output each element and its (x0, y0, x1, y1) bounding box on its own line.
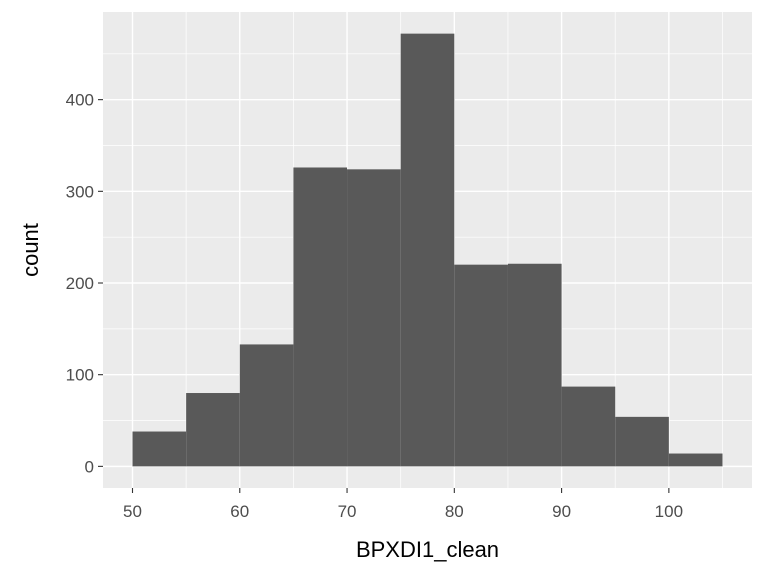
histogram-bar (132, 431, 187, 467)
x-axis-title: BPXDI1_clean (356, 537, 499, 562)
axis-tick-labels: 50 60 70 80 90 100 0 100 200 300 400 (66, 91, 683, 521)
histogram-bar (668, 453, 723, 467)
histogram-bar (186, 393, 240, 467)
histogram-bar (561, 386, 616, 467)
y-axis-title: count (18, 223, 43, 277)
y-tick-label: 400 (66, 91, 94, 110)
axis-ticks (98, 99, 670, 493)
histogram-bar (400, 33, 455, 467)
y-tick-label: 300 (66, 182, 94, 201)
y-tick-label: 0 (85, 457, 94, 476)
histogram-bar (347, 169, 401, 467)
x-tick-label: 90 (552, 502, 571, 521)
x-tick-label: 100 (655, 502, 683, 521)
histogram-bar (615, 416, 669, 467)
x-tick-label: 50 (123, 502, 142, 521)
y-tick-label: 200 (66, 274, 94, 293)
x-tick-label: 80 (445, 502, 464, 521)
histogram-bar (507, 263, 562, 467)
x-tick-label: 70 (338, 502, 357, 521)
histogram-bar (454, 264, 508, 467)
x-tick-label: 60 (230, 502, 249, 521)
histogram-bar (239, 344, 294, 467)
y-tick-label: 100 (66, 366, 94, 385)
histogram-bars (132, 33, 723, 467)
histogram-bar (293, 167, 348, 467)
